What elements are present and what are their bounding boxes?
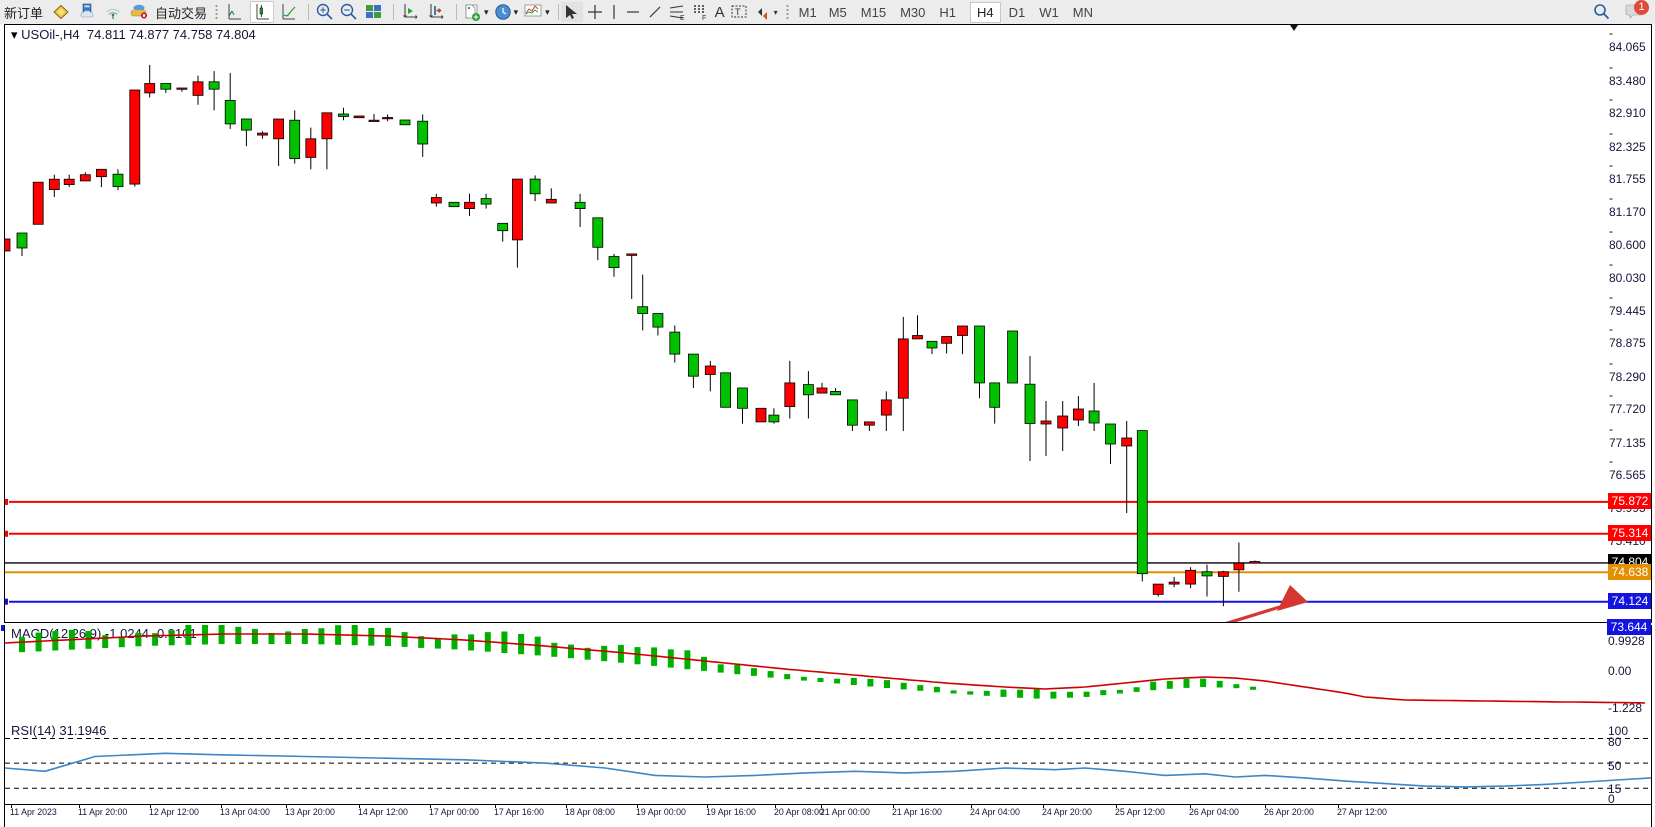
svg-text:E: E <box>680 15 685 22</box>
svg-text:T: T <box>735 7 741 17</box>
svg-text:F: F <box>702 15 706 22</box>
